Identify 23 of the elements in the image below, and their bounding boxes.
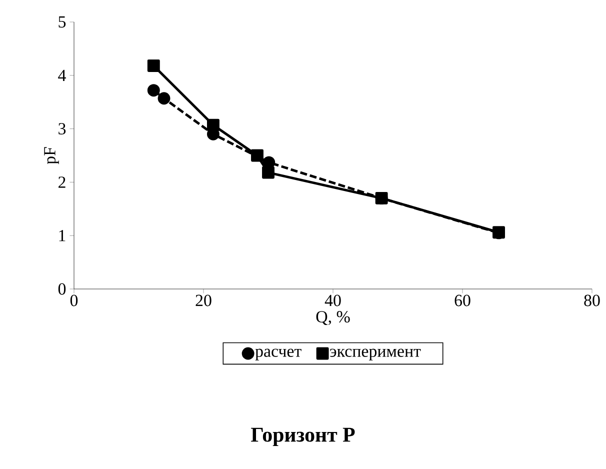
y-tick-label: 5 [58, 16, 66, 28]
legend-label: расчет [255, 348, 302, 360]
point [147, 84, 160, 97]
y-tick-label: 4 [58, 70, 66, 81]
x-tick-label: 20 [196, 294, 212, 306]
point [262, 166, 274, 179]
point [158, 92, 170, 105]
x-tick-label: 60 [454, 294, 470, 306]
point [206, 118, 220, 132]
point [375, 192, 388, 204]
y-tick-label: 3 [58, 123, 66, 134]
y-tick-label: 2 [58, 176, 66, 188]
text: Горизонт Р [251, 428, 355, 446]
y-tick-label: 0 [58, 283, 66, 295]
point [251, 149, 264, 162]
x-tick-label: 40 [324, 294, 341, 306]
legend-label: эксперимент [330, 348, 421, 360]
y-axis-title: pF [44, 147, 59, 164]
point [147, 60, 160, 72]
x-tick-label: 0 [70, 294, 78, 306]
x-tick-label: 80 [584, 294, 600, 306]
y-tick-label: 1 [59, 230, 66, 242]
x-axis-title: Q, % [316, 311, 350, 326]
